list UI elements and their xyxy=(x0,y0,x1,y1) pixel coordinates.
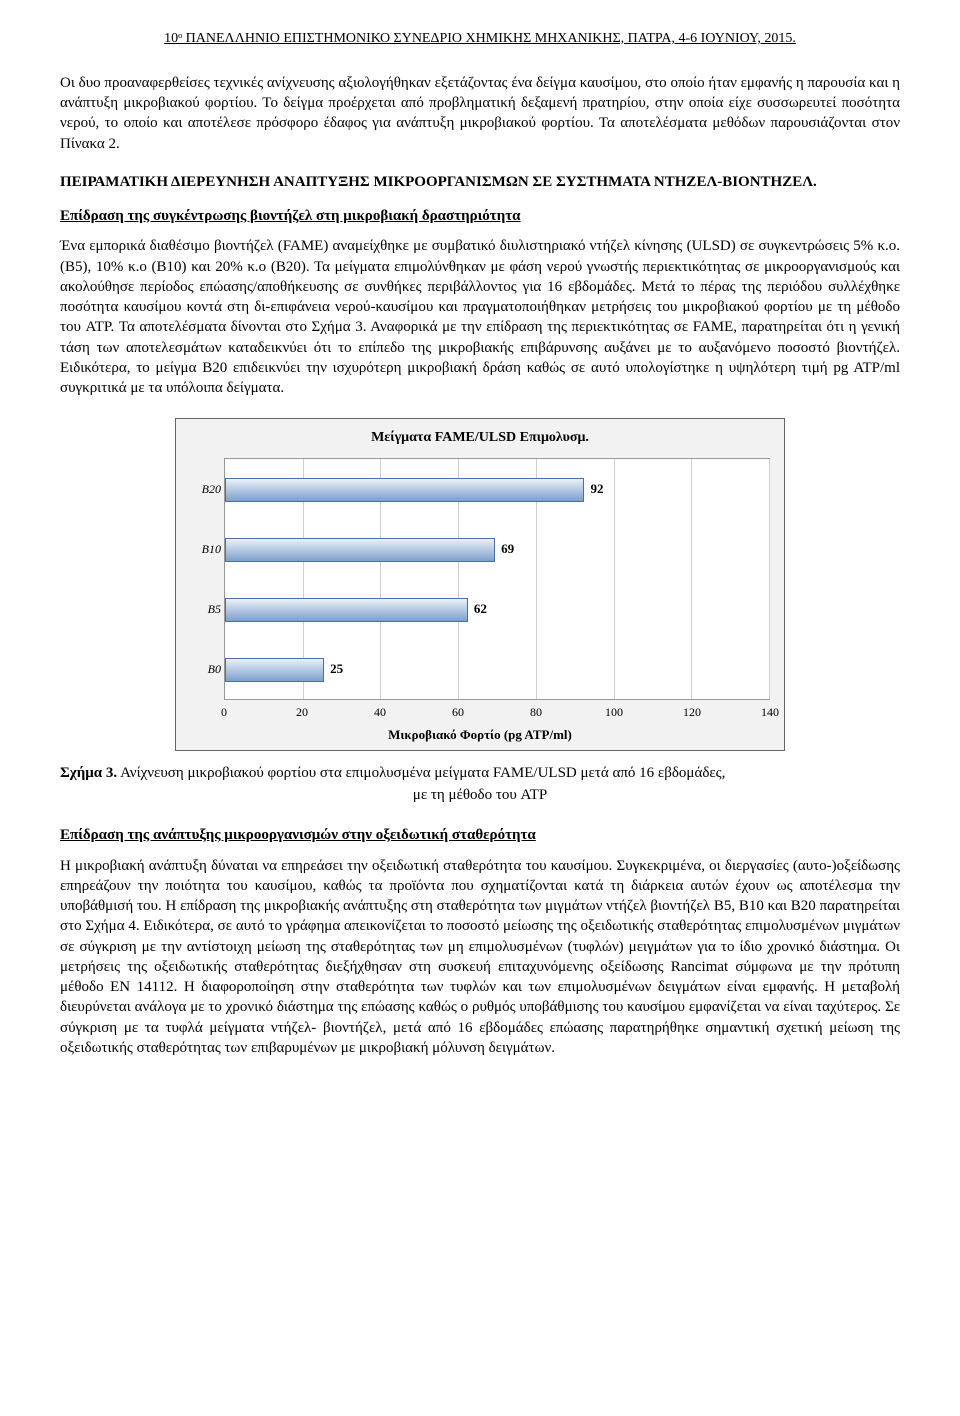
section-title: ΠΕΙΡΑΜΑΤΙΚΗ ΔΙΕΡΕΥΝΗΣΗ ΑΝΑΠΤΥΞΗΣ ΜΙΚΡΟΟΡ… xyxy=(60,172,900,192)
chart-plot-area: B2092B1069B562B025 xyxy=(224,458,770,700)
chart-gridline xyxy=(691,459,692,699)
chart-x-tick: 120 xyxy=(683,704,701,720)
chart-x-tick: 0 xyxy=(221,704,227,720)
chart-bar-value: 92 xyxy=(590,481,603,499)
chart-bar xyxy=(225,538,495,562)
paragraph-2: Ένα εμπορικά διαθέσιμο βιοντήζελ (FAME) … xyxy=(60,236,900,398)
chart-x-tick: 60 xyxy=(452,704,464,720)
chart-x-axis: 020406080100120140 xyxy=(224,704,770,720)
chart-x-tick: 140 xyxy=(761,704,779,720)
chart-bar-value: 62 xyxy=(474,601,487,619)
page-header: 10ᵒ ΠΑΝΕΛΛΗΝΙΟ ΕΠΙΣΤΗΜΟΝΙΚΟ ΣΥΝΕΔΡΙΟ ΧΗΜ… xyxy=(60,30,900,49)
chart-y-label: B5 xyxy=(191,601,221,617)
subsection-2-title: Επίδραση της ανάπτυξης μικροοργανισμών σ… xyxy=(60,825,900,845)
chart-gridline xyxy=(614,459,615,699)
chart-y-label: B10 xyxy=(191,541,221,557)
subsection-1-title: Επίδραση της συγκέντρωσης βιοντήζελ στη … xyxy=(60,206,900,226)
paragraph-3: Η μικροβιακή ανάπτυξη δύναται να επηρεάσ… xyxy=(60,856,900,1059)
chart-container: Μείγματα FAME/ULSD Επιμολυσμ. B2092B1069… xyxy=(175,418,785,750)
chart-y-label: B20 xyxy=(191,481,221,497)
chart-bar-value: 25 xyxy=(330,661,343,679)
chart-y-label: B0 xyxy=(191,661,221,677)
chart-x-tick: 20 xyxy=(296,704,308,720)
chart-bar xyxy=(225,658,324,682)
chart-x-tick: 100 xyxy=(605,704,623,720)
chart-x-tick: 80 xyxy=(530,704,542,720)
figure-caption: Σχήμα 3. Ανίχνευση μικροβιακού φορτίου σ… xyxy=(60,763,900,783)
chart-bar xyxy=(225,478,584,502)
figure-caption-line2: με τη μέθοδο του ATP xyxy=(60,785,900,805)
chart-x-label: Μικροβιακό Φορτίο (pg ATP/ml) xyxy=(190,726,770,744)
chart-title: Μείγματα FAME/ULSD Επιμολυσμ. xyxy=(190,429,770,448)
chart-gridline xyxy=(769,459,770,699)
intro-paragraph: Οι δυο προαναφερθείσες τεχνικές ανίχνευσ… xyxy=(60,73,900,154)
figure-label: Σχήμα 3. xyxy=(60,765,117,781)
figure-caption-text: Ανίχνευση μικροβιακού φορτίου στα επιμολ… xyxy=(120,765,725,781)
chart-bar xyxy=(225,598,468,622)
chart-bar-value: 69 xyxy=(501,541,514,559)
chart-x-tick: 40 xyxy=(374,704,386,720)
